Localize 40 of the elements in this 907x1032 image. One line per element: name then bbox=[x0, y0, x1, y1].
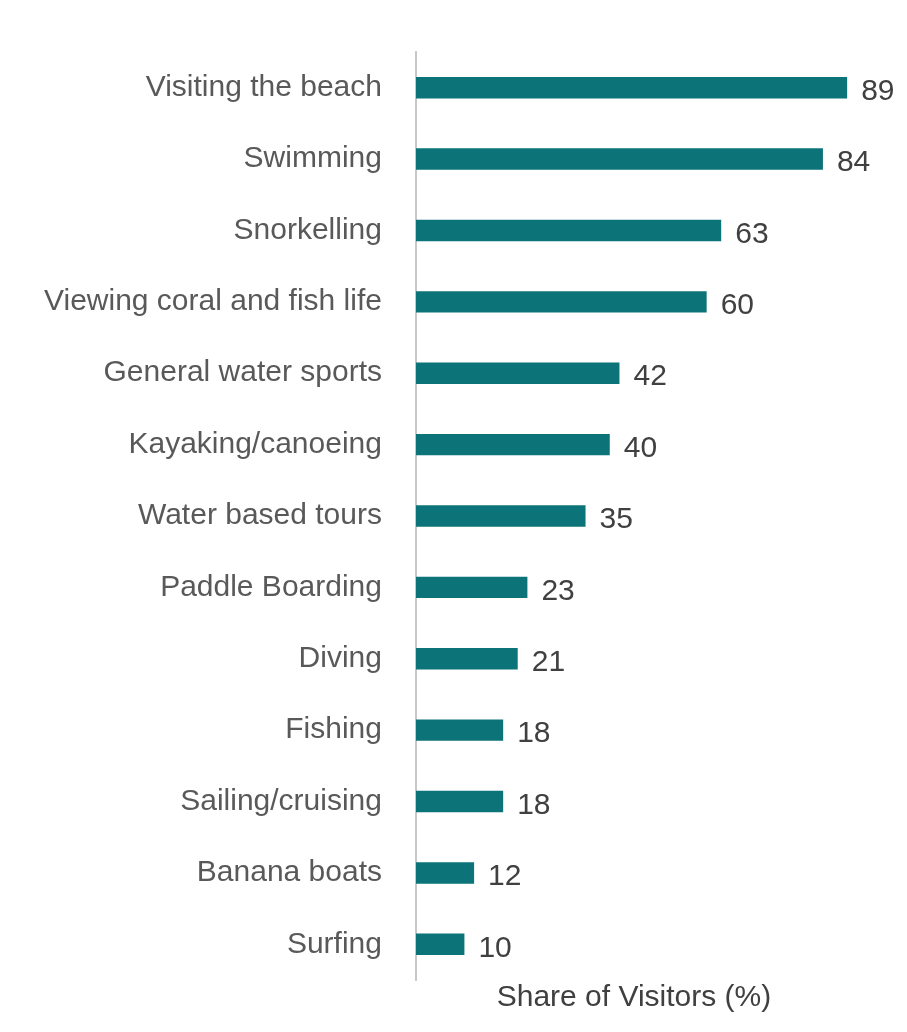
bar bbox=[415, 862, 475, 884]
data-label: 21 bbox=[531, 644, 566, 678]
bar bbox=[415, 148, 823, 170]
data-label: 89 bbox=[861, 72, 895, 106]
y-tick-label: Kayaking/canoeing bbox=[128, 425, 382, 459]
y-tick-label: General water sports bbox=[103, 354, 382, 388]
data-label: 40 bbox=[623, 429, 658, 463]
data-label: 23 bbox=[541, 572, 575, 606]
bar bbox=[415, 219, 722, 242]
data-label: 63 bbox=[735, 215, 769, 249]
y-tick-label: Paddle Boarding bbox=[160, 568, 382, 602]
bar bbox=[415, 933, 465, 956]
x-axis-title: Share of Visitors (%) bbox=[496, 979, 772, 1013]
y-tick-label: Diving bbox=[298, 640, 382, 674]
y-tick-label: Viewing coral and fish life bbox=[44, 283, 382, 317]
bar bbox=[415, 790, 504, 813]
data-label: 18 bbox=[517, 715, 551, 749]
bar bbox=[415, 291, 707, 313]
y-tick-label: Snorkelling bbox=[233, 211, 382, 245]
bar bbox=[415, 719, 504, 741]
y-tick-label: Banana boats bbox=[196, 854, 382, 888]
bar bbox=[415, 576, 528, 599]
y-tick-label: Visiting the beach bbox=[145, 68, 382, 102]
data-label: 60 bbox=[720, 287, 755, 321]
data-label: 35 bbox=[599, 501, 633, 535]
bar bbox=[415, 505, 586, 527]
bar bbox=[415, 76, 848, 99]
bar bbox=[415, 648, 518, 670]
y-tick-label: Sailing/cruising bbox=[180, 782, 382, 816]
data-label: 12 bbox=[488, 858, 522, 892]
data-label: 42 bbox=[633, 358, 667, 392]
bar bbox=[415, 362, 620, 384]
y-tick-label: Swimming bbox=[243, 140, 382, 174]
bar bbox=[415, 433, 610, 456]
y-tick-label: Water based tours bbox=[137, 497, 382, 531]
y-tick-label: Surfing bbox=[286, 925, 382, 959]
data-label: 18 bbox=[517, 786, 551, 820]
data-label: 10 bbox=[478, 929, 512, 963]
data-label: 84 bbox=[836, 144, 871, 178]
y-tick-label: Fishing bbox=[285, 711, 382, 745]
